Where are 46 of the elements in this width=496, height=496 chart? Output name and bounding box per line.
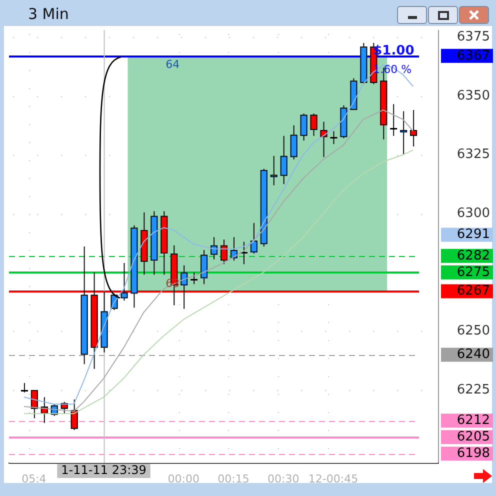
ref-line-label: 6267 — [456, 284, 490, 299]
candlestick — [70, 398, 78, 431]
candlestick — [230, 236, 238, 262]
ref-line-label: 6198 — [456, 446, 490, 461]
y-tick-label: 6325 — [456, 147, 490, 162]
text: 6291 — [456, 227, 490, 242]
chart-title: 3 Min — [28, 5, 69, 23]
candlestick — [300, 113, 308, 142]
candlestick — [200, 250, 208, 285]
x-tick-label: 05:4 — [22, 472, 46, 486]
candlestick — [180, 264, 188, 310]
candlestick — [120, 262, 128, 302]
ref-line-label: 6240 — [456, 347, 490, 362]
ref-line-label: 6275 — [456, 264, 490, 280]
candlestick — [330, 130, 338, 145]
candlestick — [60, 401, 68, 414]
annotation: 1-11-11 23:39 — [61, 463, 146, 478]
candlestick — [20, 382, 28, 393]
candlestick — [390, 104, 398, 136]
y-tick-label: 6250 — [456, 324, 490, 339]
candlestick — [400, 110, 408, 156]
annotation: 64 — [166, 58, 180, 72]
candlestick — [30, 390, 38, 419]
x-tick-label: 00:00 — [168, 472, 200, 486]
candlestick — [290, 124, 298, 160]
candlestick — [40, 396, 48, 424]
ref-line-label: 6367 — [456, 48, 490, 64]
candlestick — [190, 272, 198, 285]
candlestick — [310, 113, 318, 136]
x-tick-label: 00:30 — [268, 472, 300, 486]
candlestick — [320, 121, 328, 158]
y-tick-label: 6375 — [456, 29, 490, 44]
candlestick — [280, 135, 288, 185]
y-tick-label: 6225 — [456, 382, 490, 398]
y-tick-label: 6300 — [456, 206, 490, 221]
candlestick — [270, 155, 278, 186]
y-tick-label: 6350 — [456, 88, 490, 104]
candlestick — [220, 238, 228, 265]
ref-line-label: 6282 — [456, 248, 490, 264]
candlestick — [410, 110, 418, 147]
ref-line-label: 6212 — [456, 413, 490, 428]
ref-line-label: 6205 — [456, 429, 490, 444]
candlestick — [210, 236, 218, 260]
x-tick-label: 00:15 — [218, 472, 250, 486]
x-tick-label: 12-00:45 — [308, 472, 358, 486]
candlestick — [250, 222, 258, 254]
